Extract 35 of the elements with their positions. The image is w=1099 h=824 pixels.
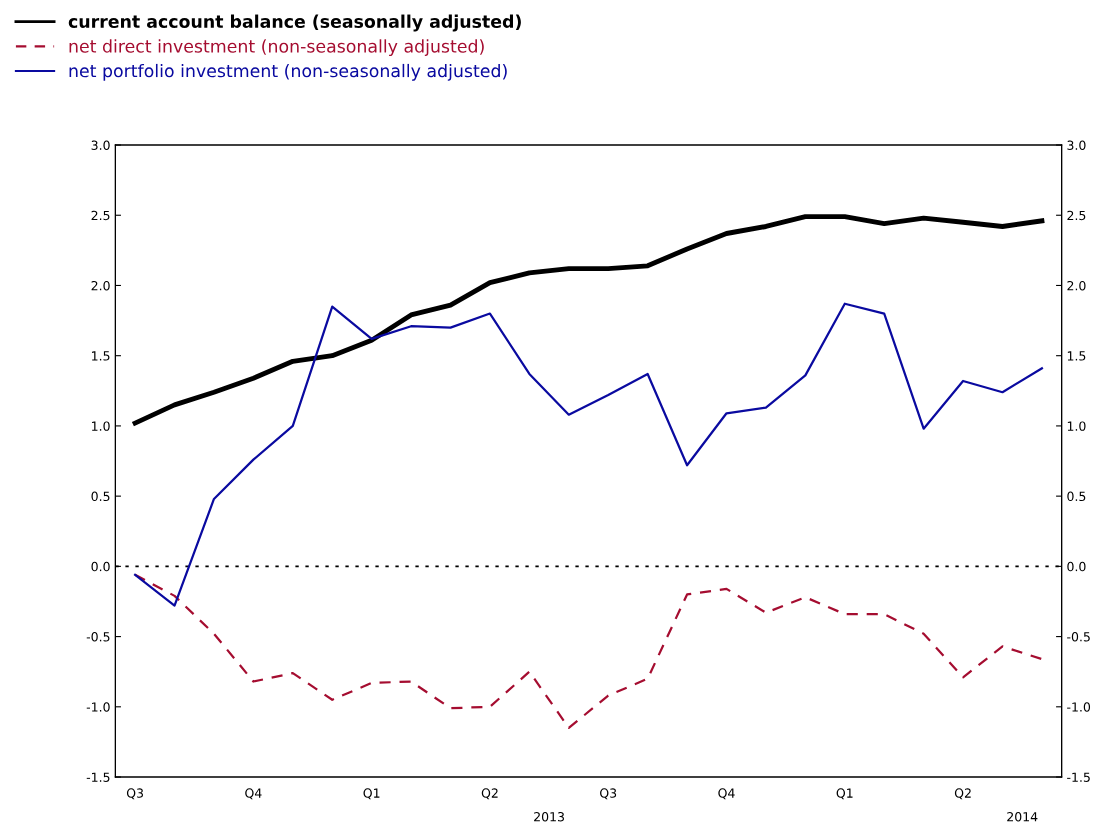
y-tick-label: 2.5 — [91, 210, 110, 221]
x-tick-label: Q4 — [245, 788, 262, 800]
y2-tick-label: 2.0 — [1067, 280, 1086, 291]
x-tick-label: Q4 — [718, 788, 735, 800]
y-tick-label: 0.5 — [91, 491, 110, 502]
line-series — [134, 302, 1044, 607]
y2-tick-label: 0.0 — [1067, 561, 1086, 572]
x-tick-label: Q3 — [126, 788, 143, 800]
legend-label: current account balance (seasonally adjusted) — [68, 14, 521, 32]
y2-tick-label: 1.0 — [1067, 421, 1086, 431]
y-tick-label: -1.0 — [86, 702, 110, 712]
text: 2014 — [1007, 812, 1038, 822]
y2-tick-label: -1.5 — [1067, 772, 1090, 782]
y-tick-label: 3.0 — [91, 140, 110, 150]
y-tick-label: 2.0 — [91, 280, 110, 291]
y2-tick-label: 2.5 — [1067, 210, 1086, 221]
x-tick-label: Q1 — [363, 788, 380, 800]
y-tick-label: 1.5 — [92, 351, 110, 361]
legend-label: net direct investment (non-seasonally adjusted) — [69, 39, 484, 57]
x-tick-label: Q2 — [954, 788, 971, 800]
y2-tick-label: 0.5 — [1067, 491, 1086, 502]
y-tick-label: -1.5 — [86, 772, 110, 782]
x-tick-label: Q3 — [600, 788, 617, 800]
y2-tick-label: -0.5 — [1067, 632, 1090, 642]
legend-label: net portfolio investment (non-seasonally adjusted) — [69, 63, 507, 81]
y2-tick-label: 1.5 — [1067, 351, 1086, 361]
y-tick-label: -0.5 — [86, 632, 110, 642]
x-tick-label: Q2 — [481, 788, 498, 800]
y2-tick-label: -1.0 — [1067, 702, 1091, 712]
y-tick-label: 1.0 — [92, 421, 110, 431]
y-tick-label: 0.0 — [91, 561, 110, 572]
line-series — [132, 214, 1045, 426]
y2-tick-label: 3.0 — [1067, 140, 1086, 150]
text: 2013 — [534, 812, 564, 822]
x-tick-label: Q1 — [836, 788, 853, 800]
